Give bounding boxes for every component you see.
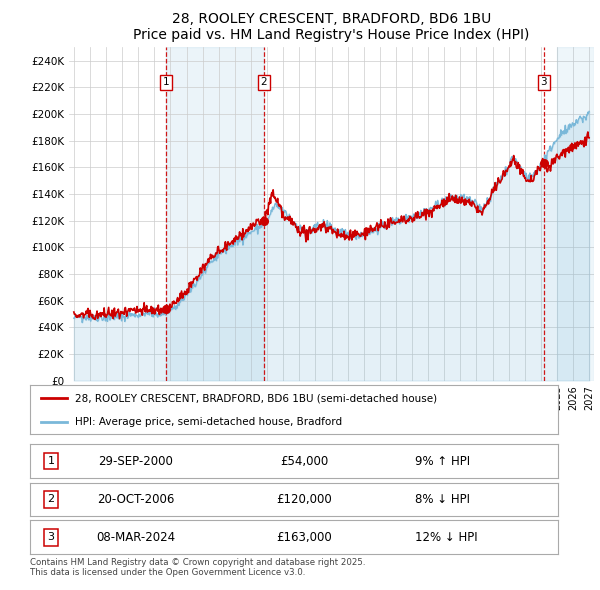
Text: 1: 1 (47, 456, 55, 466)
Text: 1: 1 (163, 77, 170, 87)
Text: 20-OCT-2006: 20-OCT-2006 (97, 493, 174, 506)
Text: 2: 2 (260, 77, 267, 87)
Text: £163,000: £163,000 (277, 530, 332, 544)
Text: 3: 3 (541, 77, 547, 87)
Text: 2: 2 (47, 494, 55, 504)
Text: £120,000: £120,000 (277, 493, 332, 506)
Text: 8% ↓ HPI: 8% ↓ HPI (415, 493, 470, 506)
Bar (557, 47, 594, 381)
Text: 28, ROOLEY CRESCENT, BRADFORD, BD6 1BU (semi-detached house): 28, ROOLEY CRESCENT, BRADFORD, BD6 1BU (… (75, 394, 437, 404)
Bar (166, 47, 264, 381)
Text: 9% ↑ HPI: 9% ↑ HPI (415, 454, 470, 468)
Bar (557, 47, 594, 381)
Text: 08-MAR-2024: 08-MAR-2024 (96, 530, 175, 544)
Title: 28, ROOLEY CRESCENT, BRADFORD, BD6 1BU
Price paid vs. HM Land Registry's House P: 28, ROOLEY CRESCENT, BRADFORD, BD6 1BU P… (133, 12, 530, 42)
Text: 29-SEP-2000: 29-SEP-2000 (98, 454, 173, 468)
Text: £54,000: £54,000 (280, 454, 329, 468)
Text: Contains HM Land Registry data © Crown copyright and database right 2025.
This d: Contains HM Land Registry data © Crown c… (30, 558, 365, 577)
Text: HPI: Average price, semi-detached house, Bradford: HPI: Average price, semi-detached house,… (75, 417, 342, 427)
Text: 12% ↓ HPI: 12% ↓ HPI (415, 530, 478, 544)
Text: 3: 3 (47, 532, 55, 542)
